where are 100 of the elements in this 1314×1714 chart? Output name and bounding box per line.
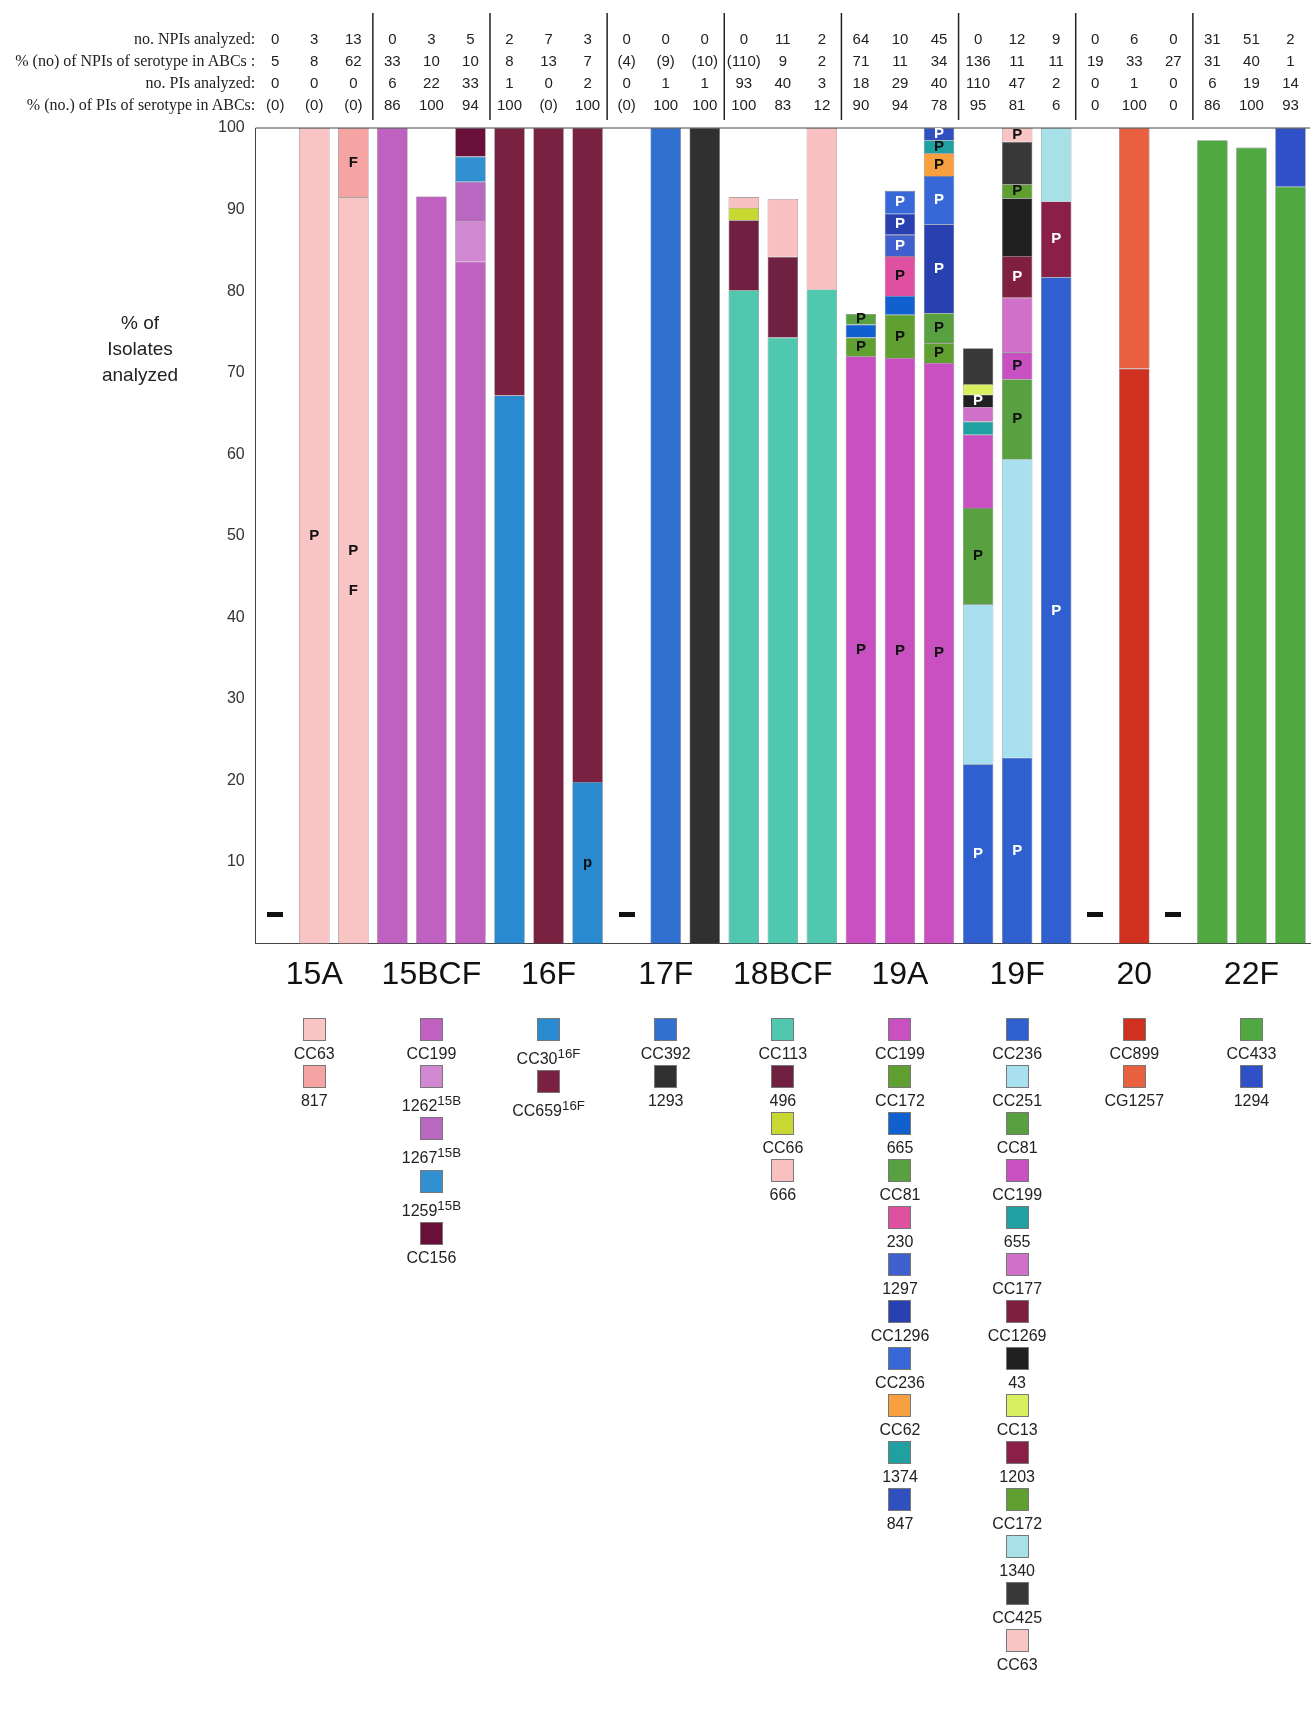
legend-label: 43 xyxy=(1007,1374,1027,1392)
text: no. PIs analyzed: xyxy=(145,74,256,92)
x-tick-label: 15BCF xyxy=(381,954,482,991)
legend-label: 230 xyxy=(885,1233,915,1251)
legend-label: 655 xyxy=(1002,1233,1032,1251)
y-tick-label: 100 xyxy=(217,118,245,136)
legend-label: CC156 xyxy=(405,1248,458,1267)
data-label: P xyxy=(894,192,905,210)
legend-label: 1294 xyxy=(1232,1092,1271,1110)
legend-label: 1293 xyxy=(646,1092,685,1110)
data-label: P xyxy=(934,190,945,208)
legend-label: CC899 xyxy=(1108,1045,1161,1063)
legend-label: CC236 xyxy=(874,1374,926,1392)
y-tick-label: 40 xyxy=(226,607,245,625)
x-tick-label: 15A xyxy=(285,954,344,991)
x-tick-label: 20 xyxy=(1116,954,1153,991)
data-label: P xyxy=(855,640,866,658)
legend-label: CC81 xyxy=(995,1139,1039,1157)
legend-label: CC66 xyxy=(761,1139,805,1157)
data-label: P xyxy=(855,337,866,355)
data-label: P xyxy=(894,214,905,232)
legend-label: 1203 xyxy=(998,1468,1036,1486)
legend-label: CC81 xyxy=(878,1186,922,1204)
data-label: P xyxy=(894,640,905,658)
legend-label: CC63 xyxy=(292,1045,336,1063)
data-label: P xyxy=(1012,355,1023,373)
legend-label: 847 xyxy=(885,1515,915,1533)
data-label: P xyxy=(894,235,905,253)
legend-label: CC199 xyxy=(405,1045,458,1063)
legend-label: CC172 xyxy=(991,1515,1044,1533)
legend-label: CC30$^{16F}$ xyxy=(515,1045,582,1069)
y-tick-label: 60 xyxy=(226,444,245,462)
legend-label: 1340 xyxy=(998,1562,1036,1580)
y-tick-label: 80 xyxy=(226,281,245,299)
data-label: p xyxy=(583,853,593,870)
legend-label: CC199 xyxy=(874,1045,926,1063)
data-label: F xyxy=(348,152,358,170)
legend-label: 1262$^{15B}$ xyxy=(400,1092,463,1116)
legend-label: CC13 xyxy=(995,1421,1039,1439)
data-label: P xyxy=(934,318,945,336)
legend-label: CC425 xyxy=(991,1609,1044,1627)
data-label: P xyxy=(1012,125,1023,143)
legend-label: CC199 xyxy=(991,1186,1044,1204)
data-label: P xyxy=(309,525,320,543)
legend-label: 666 xyxy=(768,1186,798,1204)
legend-label: 1374 xyxy=(881,1468,919,1486)
legend-label: CC177 xyxy=(991,1280,1044,1298)
legend-label: CC236 xyxy=(991,1045,1044,1063)
legend-label: CC63 xyxy=(995,1656,1039,1674)
text: % (no) of NPIs of serotype in ABCs : xyxy=(15,52,256,70)
legend-label: CC433 xyxy=(1225,1045,1278,1063)
legend-label: 496 xyxy=(768,1092,798,1110)
legend-label: CC1296 xyxy=(869,1327,931,1345)
x-tick-label: 18BCF xyxy=(733,954,833,991)
text: 0 0 0 6 22 33 1 0 2 0 1 1 93 40 3 18 29 40 110 47 2 0 1 0 6 19 14 xyxy=(271,74,1299,91)
data-label: P xyxy=(1012,266,1023,284)
data-label: P xyxy=(894,266,905,284)
text: no. NPIs analyzed: xyxy=(133,30,256,48)
y-tick-label: 70 xyxy=(226,363,245,381)
data-label: P xyxy=(934,124,945,142)
data-label: P xyxy=(1051,600,1062,618)
legend-label: CC392 xyxy=(639,1045,692,1063)
data-label: P xyxy=(934,258,945,276)
legend-label: 817 xyxy=(299,1092,329,1110)
text: (0) (0) (0) 86 100 94 100 (0) 100 (0) 100 100 100 83 12 90 94 78 95 81 6 0 100 0 86 100 93 xyxy=(266,96,1299,113)
text: 0 3 13 0 3 5 2 7 3 0 0 0 0 11 2 64 10 45 0 12 9 0 6 0 31 51 2 xyxy=(271,30,1295,47)
y-tick-label: 50 xyxy=(226,526,245,544)
legend-label: CC251 xyxy=(991,1092,1044,1110)
data-label: P xyxy=(934,643,945,661)
y-axis-title: % of Isolates analyzed xyxy=(100,311,180,387)
text: 5 8 62 33 10 10 8 13 7 (4) (9) (10) (110) 9 2 71 11 34 136 11 11 19 33 27 31 40 1 xyxy=(271,52,1295,69)
y-tick-label: 30 xyxy=(226,689,245,707)
legend-label: CC113 xyxy=(757,1045,809,1063)
legend-label: 1297 xyxy=(881,1280,919,1298)
data-label: P xyxy=(973,844,984,862)
data-label: P xyxy=(855,309,866,327)
data-label: P xyxy=(973,546,984,564)
x-tick-label: 19A xyxy=(871,954,930,991)
y-tick-label: 90 xyxy=(226,199,245,217)
x-tick-label: 16F xyxy=(520,954,577,991)
data-label: P xyxy=(1012,181,1023,199)
data-label: P xyxy=(1051,229,1062,247)
y-tick-label: 20 xyxy=(226,770,245,788)
data-label: P xyxy=(1012,840,1023,858)
x-tick-label: 22F xyxy=(1223,954,1279,991)
y-tick-label: 10 xyxy=(226,852,245,870)
data-label: P xyxy=(934,154,945,172)
legend-label: CC62 xyxy=(878,1421,922,1439)
x-tick-label: 19F xyxy=(989,954,1045,991)
data-label: P xyxy=(1012,409,1023,427)
legend-label: CG1257 xyxy=(1103,1092,1166,1110)
data-label: P xyxy=(934,343,945,361)
legend-label: CC659$^{16F}$ xyxy=(511,1097,586,1121)
data-label: P xyxy=(973,390,984,408)
data-label: P xyxy=(894,326,905,344)
legend-label: 1267$^{15B}$ xyxy=(400,1144,463,1168)
x-tick-label: 17F xyxy=(638,954,694,991)
text: P F xyxy=(348,540,359,598)
legend-label: 1259$^{15B}$ xyxy=(400,1196,463,1220)
legend-label: CC172 xyxy=(874,1092,926,1110)
